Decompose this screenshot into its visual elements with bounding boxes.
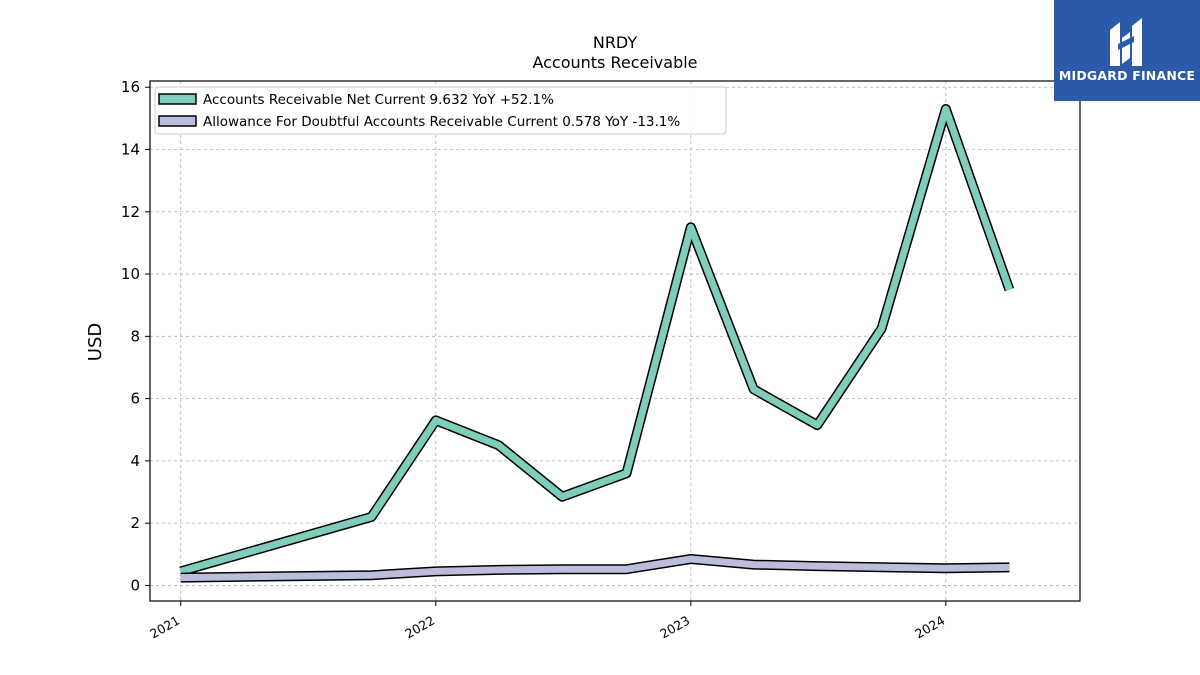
- legend-label-allowance: Allowance For Doubtful Accounts Receivab…: [203, 114, 680, 130]
- y-tick-label: 6: [130, 390, 140, 408]
- y-tick-label: 2: [130, 514, 140, 532]
- grid: [150, 81, 1080, 601]
- series-layer: [179, 104, 1015, 583]
- y-tick-label: 14: [121, 141, 140, 159]
- x-tick-label: 2021: [147, 613, 182, 642]
- brand-name: MIDGARD FINANCE: [1058, 68, 1196, 83]
- legend-label-net: Accounts Receivable Net Current 9.632 Yo…: [203, 92, 554, 108]
- x-tick-label: 2024: [912, 613, 947, 642]
- chart-subtitle: Accounts Receivable: [532, 53, 697, 72]
- midgard-logo-icon: [1110, 18, 1142, 66]
- series-line-net-outline: [179, 104, 1015, 577]
- legend-box: [154, 86, 727, 135]
- chart-title: NRDY: [593, 33, 638, 52]
- y-tick-label: 0: [130, 576, 140, 594]
- legend: Accounts Receivable Net Current 9.632 Yo…: [154, 86, 727, 135]
- series-line-net: [179, 105, 1013, 575]
- y-axis-label: USD: [85, 323, 106, 361]
- y-tick-label: 12: [121, 203, 140, 221]
- brand-logo: MIDGARD FINANCE: [1054, 0, 1200, 101]
- y-tick-label: 16: [121, 78, 140, 96]
- y-axis: 0 2 4 6 8 10 12 14 16: [121, 78, 150, 594]
- legend-swatch-allowance: [158, 115, 197, 127]
- y-tick-label: 4: [130, 452, 140, 470]
- series-line-allowance: [180, 555, 1010, 582]
- x-tick-label: 2022: [402, 613, 437, 642]
- legend-swatch-net: [158, 93, 197, 105]
- plot-frame: [149, 80, 1081, 602]
- x-tick-label: 2023: [657, 613, 692, 642]
- y-tick-label: 8: [130, 327, 140, 345]
- x-axis: 2021 2022 2023 2024: [147, 601, 947, 642]
- y-tick-label: 10: [121, 265, 140, 283]
